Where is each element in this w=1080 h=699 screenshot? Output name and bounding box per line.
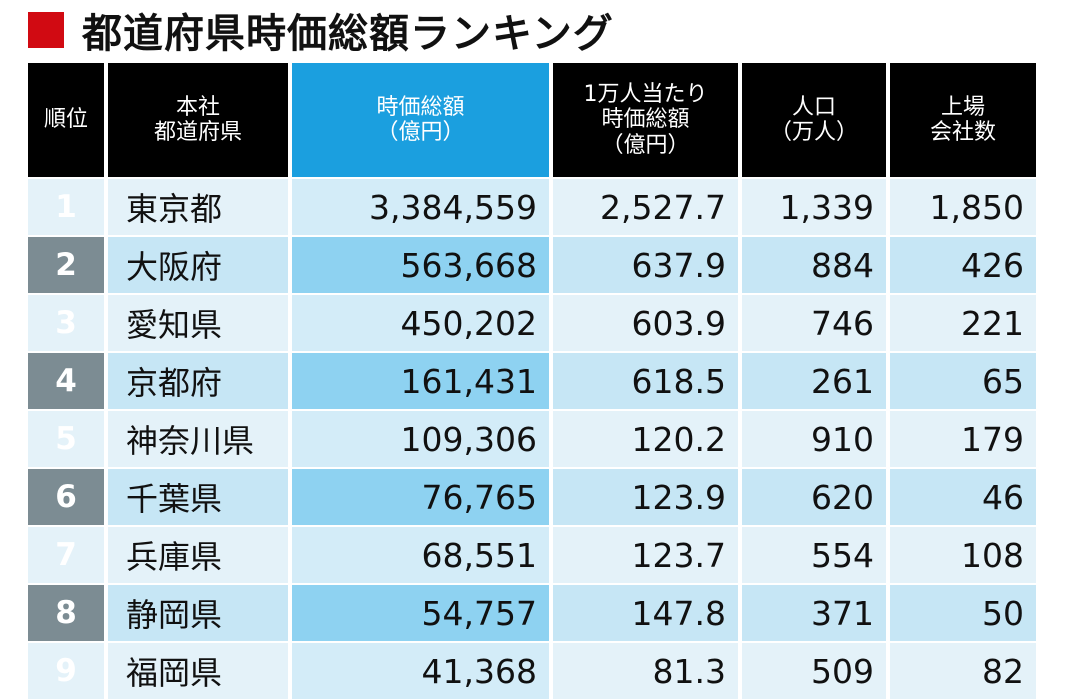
market-cap-per-10k-cell: 2,527.7 bbox=[553, 179, 738, 235]
header-market-cap: 時価総額 （億円） bbox=[292, 63, 549, 177]
market-cap-per-10k-cell: 147.8 bbox=[553, 585, 738, 641]
listed-companies-cell: 1,850 bbox=[890, 179, 1036, 235]
market-cap-per-10k-cell: 618.5 bbox=[553, 353, 738, 409]
ranking-table: 順位 本社 都道府県 時価総額 （億円） 1万人当たり 時価総額 （億円） 人口… bbox=[28, 63, 1036, 699]
header-listed-companies: 上場 会社数 bbox=[890, 63, 1036, 177]
prefecture-cell: 東京都 bbox=[108, 179, 288, 235]
population-cell: 1,339 bbox=[742, 179, 886, 235]
prefecture-cell: 静岡県 bbox=[108, 585, 288, 641]
red-square-icon bbox=[28, 12, 64, 48]
listed-companies-cell: 179 bbox=[890, 411, 1036, 467]
population-cell: 554 bbox=[742, 527, 886, 583]
listed-companies-cell: 46 bbox=[890, 469, 1036, 525]
market-cap-per-10k-cell: 123.7 bbox=[553, 527, 738, 583]
prefecture-cell: 京都府 bbox=[108, 353, 288, 409]
listed-companies-cell: 108 bbox=[890, 527, 1036, 583]
page-title: 都道府県時価総額ランキング bbox=[28, 4, 614, 57]
market-cap-cell: 450,202 bbox=[292, 295, 549, 351]
population-cell: 746 bbox=[742, 295, 886, 351]
prefecture-cell: 兵庫県 bbox=[108, 527, 288, 583]
population-cell: 261 bbox=[742, 353, 886, 409]
header-rank: 順位 bbox=[28, 63, 104, 177]
market-cap-cell: 109,306 bbox=[292, 411, 549, 467]
market-cap-cell: 41,368 bbox=[292, 643, 549, 699]
population-cell: 884 bbox=[742, 237, 886, 293]
rank-cell: 3 bbox=[28, 295, 104, 351]
market-cap-per-10k-cell: 81.3 bbox=[553, 643, 738, 699]
prefecture-cell: 千葉県 bbox=[108, 469, 288, 525]
title-text: 都道府県時価総額ランキング bbox=[82, 11, 614, 57]
market-cap-cell: 161,431 bbox=[292, 353, 549, 409]
market-cap-cell: 68,551 bbox=[292, 527, 549, 583]
market-cap-per-10k-cell: 603.9 bbox=[553, 295, 738, 351]
population-cell: 371 bbox=[742, 585, 886, 641]
prefecture-cell: 神奈川県 bbox=[108, 411, 288, 467]
listed-companies-cell: 221 bbox=[890, 295, 1036, 351]
market-cap-cell: 76,765 bbox=[292, 469, 549, 525]
prefecture-cell: 愛知県 bbox=[108, 295, 288, 351]
listed-companies-cell: 82 bbox=[890, 643, 1036, 699]
rank-cell: 4 bbox=[28, 353, 104, 409]
rank-cell: 2 bbox=[28, 237, 104, 293]
population-cell: 910 bbox=[742, 411, 886, 467]
rank-cell: 5 bbox=[28, 411, 104, 467]
market-cap-per-10k-cell: 637.9 bbox=[553, 237, 738, 293]
rank-cell: 6 bbox=[28, 469, 104, 525]
header-population: 人口 （万人） bbox=[742, 63, 886, 177]
market-cap-cell: 3,384,559 bbox=[292, 179, 549, 235]
population-cell: 509 bbox=[742, 643, 886, 699]
rank-cell: 9 bbox=[28, 643, 104, 699]
market-cap-cell: 563,668 bbox=[292, 237, 549, 293]
listed-companies-cell: 65 bbox=[890, 353, 1036, 409]
rank-cell: 8 bbox=[28, 585, 104, 641]
market-cap-cell: 54,757 bbox=[292, 585, 549, 641]
rank-cell: 1 bbox=[28, 179, 104, 235]
prefecture-cell: 大阪府 bbox=[108, 237, 288, 293]
population-cell: 620 bbox=[742, 469, 886, 525]
market-cap-per-10k-cell: 123.9 bbox=[553, 469, 738, 525]
listed-companies-cell: 50 bbox=[890, 585, 1036, 641]
prefecture-cell: 福岡県 bbox=[108, 643, 288, 699]
header-market-cap-per-10k: 1万人当たり 時価総額 （億円） bbox=[553, 63, 738, 177]
listed-companies-cell: 426 bbox=[890, 237, 1036, 293]
market-cap-per-10k-cell: 120.2 bbox=[553, 411, 738, 467]
rank-cell: 7 bbox=[28, 527, 104, 583]
header-prefecture: 本社 都道府県 bbox=[108, 63, 288, 177]
